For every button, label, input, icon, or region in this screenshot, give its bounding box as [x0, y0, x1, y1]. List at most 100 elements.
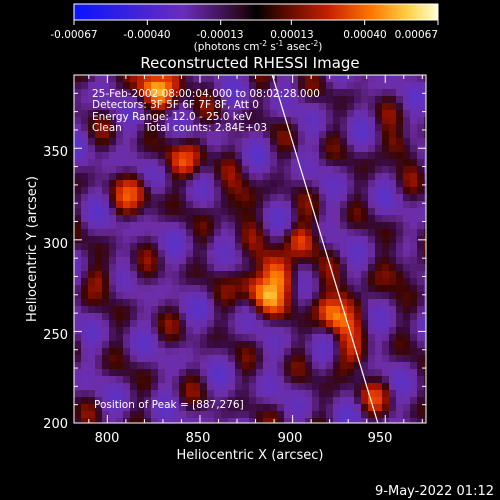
heatmap-cell [179, 131, 187, 139]
heatmap-cell [144, 341, 152, 349]
heatmap-cell [95, 243, 103, 251]
heatmap-cell [347, 166, 355, 174]
heatmap-cell [375, 194, 383, 202]
heatmap-cell [179, 82, 187, 90]
heatmap-cell [305, 222, 313, 230]
heatmap-cell [116, 152, 124, 160]
heatmap-cell [389, 376, 397, 384]
heatmap-cell [277, 306, 285, 314]
heatmap-cell [242, 327, 250, 335]
y-tick-label-250: 250 [43, 328, 68, 343]
heatmap-cell [263, 257, 271, 265]
heatmap-cell [221, 166, 229, 174]
heatmap-cell [305, 341, 313, 349]
heatmap-cell [172, 166, 180, 174]
heatmap-cell [130, 383, 138, 391]
heatmap-cell [305, 299, 313, 307]
heatmap-cell [88, 278, 96, 286]
heatmap-cell [221, 264, 229, 272]
heatmap-cell [375, 362, 383, 370]
heatmap-cell [88, 250, 96, 258]
heatmap-cell [137, 257, 145, 265]
heatmap-cell [410, 187, 418, 195]
heatmap-cell [95, 103, 103, 111]
heatmap-cell [102, 292, 110, 300]
heatmap-cell [319, 124, 327, 132]
heatmap-cell [333, 250, 341, 258]
heatmap-cell [242, 166, 250, 174]
heatmap-cell [312, 159, 320, 167]
heatmap-cell [172, 215, 180, 223]
heatmap-cell [417, 173, 425, 181]
heatmap-cell [186, 355, 194, 363]
heatmap-cell [368, 96, 376, 104]
heatmap-cell [312, 320, 320, 328]
heatmap-cell [270, 215, 278, 223]
heatmap-cell [123, 138, 131, 146]
heatmap-cell [389, 103, 397, 111]
heatmap-cell [221, 341, 229, 349]
heatmap-cell [424, 418, 426, 423]
heatmap-cell [312, 404, 320, 412]
heatmap-cell [200, 355, 208, 363]
heatmap-cell [403, 376, 411, 384]
heatmap-cell [263, 390, 271, 398]
heatmap-cell [424, 180, 426, 188]
heatmap-cell [249, 180, 257, 188]
heatmap-cell [116, 243, 124, 251]
heatmap-cell [172, 383, 180, 391]
heatmap-cell [298, 278, 306, 286]
heatmap-cell [410, 194, 418, 202]
heatmap-cell [228, 355, 236, 363]
heatmap-cell [242, 124, 250, 132]
heatmap-cell [298, 131, 306, 139]
heatmap-cell [165, 96, 173, 104]
heatmap-cell [214, 271, 222, 279]
heatmap-cell [389, 236, 397, 244]
heatmap-cell [347, 327, 355, 335]
heatmap-cell [165, 404, 173, 412]
heatmap-cell [193, 82, 201, 90]
heatmap-cell [235, 250, 243, 258]
heatmap-cell [221, 250, 229, 258]
heatmap-cell [298, 222, 306, 230]
heatmap-cell [305, 320, 313, 328]
heatmap-cell [193, 180, 201, 188]
heatmap-cell [396, 201, 404, 209]
heatmap-cell [305, 117, 313, 125]
heatmap-cell [347, 397, 355, 405]
heatmap-cell [256, 138, 264, 146]
heatmap-cell [319, 159, 327, 167]
heatmap-cell [116, 166, 124, 174]
heatmap-cell [417, 418, 425, 423]
heatmap-cell [396, 187, 404, 195]
heatmap-cell [221, 411, 229, 419]
heatmap-cell [221, 313, 229, 321]
heatmap-cell [186, 222, 194, 230]
heatmap-cell [333, 334, 341, 342]
heatmap-cell [368, 229, 376, 237]
heatmap-cell [382, 187, 390, 195]
heatmap-cell [123, 187, 131, 195]
heatmap-cell [382, 194, 390, 202]
heatmap-cell [144, 89, 152, 97]
heatmap-cell [109, 173, 117, 181]
heatmap-cell [95, 222, 103, 230]
heatmap-cell [424, 159, 426, 167]
heatmap-cell [389, 369, 397, 377]
heatmap-cell [165, 355, 173, 363]
heatmap-cell [333, 180, 341, 188]
heatmap-cell [347, 306, 355, 314]
heatmap-cell [410, 285, 418, 293]
heatmap-cell [200, 376, 208, 384]
heatmap-cell [186, 250, 194, 258]
heatmap-cell [375, 397, 383, 405]
heatmap-cell [305, 159, 313, 167]
heatmap-cell [81, 75, 89, 83]
heatmap-cell [326, 320, 334, 328]
heatmap-cell [235, 243, 243, 251]
heatmap-cell [333, 201, 341, 209]
heatmap-cell [424, 334, 426, 342]
heatmap-cell [165, 376, 173, 384]
heatmap-cell [396, 110, 404, 118]
